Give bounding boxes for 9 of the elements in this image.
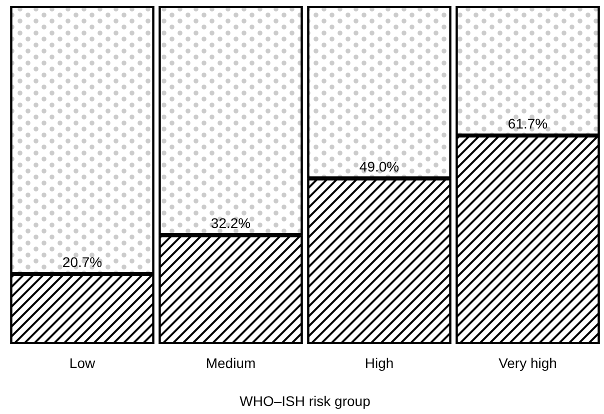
data-label: 20.7%: [62, 254, 102, 270]
data-label: 61.7%: [508, 115, 548, 132]
x-tick-label: Medium: [206, 355, 256, 371]
x-axis-title: WHO–ISH risk group: [240, 393, 371, 409]
x-tick-label: Low: [69, 355, 96, 371]
x-tick-label: Very high: [498, 355, 557, 371]
x-tick-label: High: [364, 355, 394, 371]
data-label: 32.2%: [210, 215, 251, 232]
data-label: 49.0%: [359, 158, 400, 174]
